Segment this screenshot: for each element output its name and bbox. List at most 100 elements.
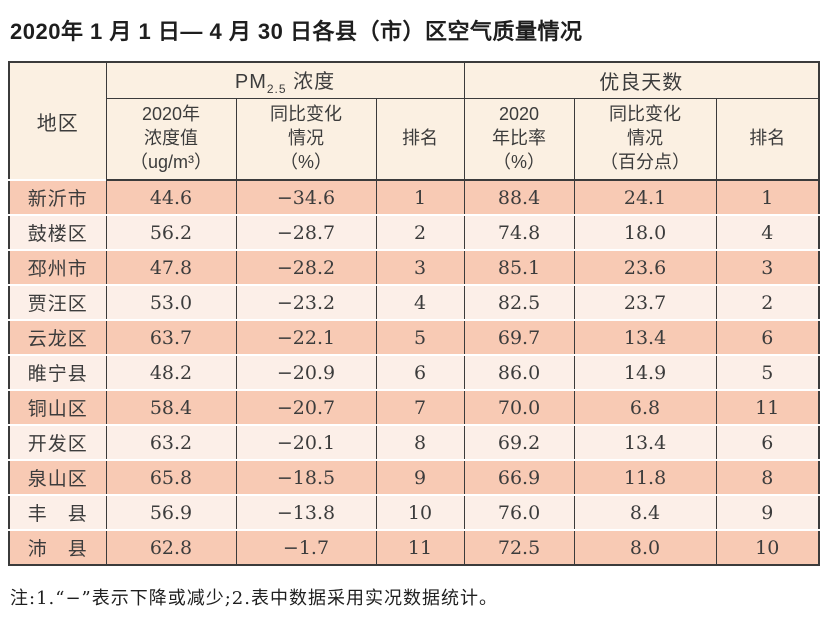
table-row: 开发区 63.2 −20.1 8 69.2 13.4 6 xyxy=(8,424,820,461)
district-name: 铜山区 xyxy=(8,389,107,426)
district-name: 邳州市 xyxy=(8,249,107,286)
value-cell: 4 xyxy=(715,214,820,251)
column-header-pm-yoy-change: 同比变化 情况 （%） xyxy=(235,97,377,181)
table-row: 邳州市 47.8 −28.2 3 85.1 23.6 3 xyxy=(8,249,820,286)
value-cell: 69.7 xyxy=(463,319,575,356)
table-row: 铜山区 58.4 −20.7 7 70.0 6.8 11 xyxy=(8,389,820,426)
column-header-pm-rank: 排名 xyxy=(375,97,465,181)
value-cell: 74.8 xyxy=(463,214,575,251)
value-cell: 13.4 xyxy=(573,319,717,356)
table-row: 云龙区 63.7 −22.1 5 69.7 13.4 6 xyxy=(8,319,820,356)
value-cell: −20.7 xyxy=(235,389,377,426)
value-cell: −34.6 xyxy=(235,179,377,216)
value-cell: 4 xyxy=(375,284,465,321)
column-group-good-days: 优良天数 xyxy=(463,61,820,99)
value-cell: 56.9 xyxy=(105,494,237,531)
value-cell: 9 xyxy=(375,459,465,496)
value-cell: −28.2 xyxy=(235,249,377,286)
value-cell: 6.8 xyxy=(573,389,717,426)
district-name: 鼓楼区 xyxy=(8,214,107,251)
value-cell: −18.5 xyxy=(235,459,377,496)
value-cell: 11.8 xyxy=(573,459,717,496)
table-row: 新沂市 44.6 −34.6 1 88.4 24.1 1 xyxy=(8,179,820,216)
value-cell: 11 xyxy=(375,529,465,566)
value-cell: 88.4 xyxy=(463,179,575,216)
column-group-pm25-concentration: PM2.5 浓度 xyxy=(105,61,465,99)
value-cell: 23.6 xyxy=(573,249,717,286)
value-cell: 13.4 xyxy=(573,424,717,461)
value-cell: 24.1 xyxy=(573,179,717,216)
column-header-days-rank: 排名 xyxy=(715,97,820,181)
value-cell: 69.2 xyxy=(463,424,575,461)
district-name: 开发区 xyxy=(8,424,107,461)
value-cell: 72.5 xyxy=(463,529,575,566)
value-cell: 85.1 xyxy=(463,249,575,286)
value-cell: −20.1 xyxy=(235,424,377,461)
table-row: 丰 县 56.9 −13.8 10 76.0 8.4 9 xyxy=(8,494,820,531)
value-cell: 18.0 xyxy=(573,214,717,251)
district-name: 云龙区 xyxy=(8,319,107,356)
table-body: 新沂市 44.6 −34.6 1 88.4 24.1 1 鼓楼区 56.2 −28.7 2 74.8 1… xyxy=(8,179,820,566)
value-cell: 6 xyxy=(715,319,820,356)
value-cell: 23.7 xyxy=(573,284,717,321)
value-cell: 2 xyxy=(715,284,820,321)
district-name: 贾汪区 xyxy=(8,284,107,321)
footnote: 注:1.“−”表示下降或减少;2.表中数据采用实况数据统计。 xyxy=(10,588,498,609)
table-row: 贾汪区 53.0 −23.2 4 82.5 23.7 2 xyxy=(8,284,820,321)
value-cell: 66.9 xyxy=(463,459,575,496)
table-row: 泉山区 65.8 −18.5 9 66.9 11.8 8 xyxy=(8,459,820,496)
value-cell: −28.7 xyxy=(235,214,377,251)
value-cell: 53.0 xyxy=(105,284,237,321)
column-header-days-yoy-change: 同比变化 情况 （百分点） xyxy=(573,97,717,181)
value-cell: −23.2 xyxy=(235,284,377,321)
value-cell: 56.2 xyxy=(105,214,237,251)
value-cell: 63.7 xyxy=(105,319,237,356)
value-cell: 65.8 xyxy=(105,459,237,496)
value-cell: 5 xyxy=(375,319,465,356)
air-quality-table: 地区 PM2.5 浓度 优良天数 2020年 浓度值 （ug/m³） 同比变化 … xyxy=(8,61,821,566)
value-cell: 14.9 xyxy=(573,354,717,391)
pm25-subscript: 2.5 xyxy=(266,81,287,96)
value-cell: 11 xyxy=(715,389,820,426)
value-cell: 8 xyxy=(715,459,820,496)
table-row: 沛 县 62.8 −1.7 11 72.5 8.0 10 xyxy=(8,529,820,566)
value-cell: 76.0 xyxy=(463,494,575,531)
value-cell: 1 xyxy=(375,179,465,216)
sub-header-row: 2020年 浓度值 （ug/m³） 同比变化 情况 （%） 排名 2020 年比… xyxy=(9,97,820,181)
column-header-region: 地区 xyxy=(8,61,107,181)
column-header-pm-2020-value: 2020年 浓度值 （ug/m³） xyxy=(105,97,237,181)
value-cell: 6 xyxy=(375,354,465,391)
value-cell: 58.4 xyxy=(105,389,237,426)
value-cell: 5 xyxy=(715,354,820,391)
value-cell: 10 xyxy=(715,529,820,566)
value-cell: −13.8 xyxy=(235,494,377,531)
district-name: 沛 县 xyxy=(8,529,107,566)
value-cell: 6 xyxy=(715,424,820,461)
value-cell: 82.5 xyxy=(463,284,575,321)
value-cell: 48.2 xyxy=(105,354,237,391)
table-header: 地区 PM2.5 浓度 优良天数 2020年 浓度值 （ug/m³） 同比变化 … xyxy=(8,61,820,181)
pm25-label: PM2.5 浓度 xyxy=(234,70,336,96)
district-name: 丰 县 xyxy=(8,494,107,531)
value-cell: 8.4 xyxy=(573,494,717,531)
value-cell: 2 xyxy=(375,214,465,251)
value-cell: 86.0 xyxy=(463,354,575,391)
value-cell: 44.6 xyxy=(105,179,237,216)
district-name: 泉山区 xyxy=(8,459,107,496)
value-cell: 47.8 xyxy=(105,249,237,286)
value-cell: 7 xyxy=(375,389,465,426)
column-header-days-2020-ratio: 2020 年比率 （%） xyxy=(463,97,575,181)
table-row: 鼓楼区 56.2 −28.7 2 74.8 18.0 4 xyxy=(8,214,820,251)
value-cell: −20.9 xyxy=(235,354,377,391)
page-title: 2020年 1 月 1 日— 4 月 30 日各县（市）区空气质量情况 xyxy=(10,19,583,44)
value-cell: −1.7 xyxy=(235,529,377,566)
district-name: 新沂市 xyxy=(8,179,107,216)
value-cell: 8 xyxy=(375,424,465,461)
value-cell: 1 xyxy=(715,179,820,216)
value-cell: 62.8 xyxy=(105,529,237,566)
value-cell: 63.2 xyxy=(105,424,237,461)
value-cell: 3 xyxy=(375,249,465,286)
value-cell: 3 xyxy=(715,249,820,286)
value-cell: 8.0 xyxy=(573,529,717,566)
